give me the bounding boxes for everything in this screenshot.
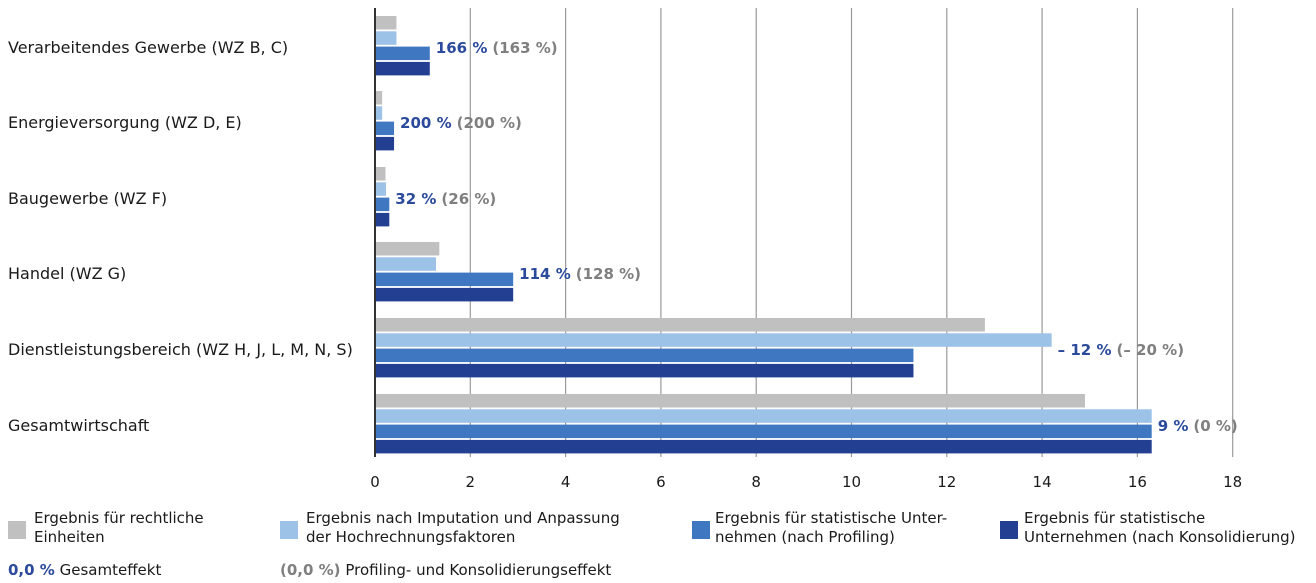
category-label: Dienstleistungsbereich (WZ H, J, L, M, N… — [8, 340, 353, 359]
x-tick-label: 2 — [466, 473, 476, 491]
bar — [375, 439, 1152, 454]
legend-swatch — [692, 521, 710, 539]
bar-annotation: 200 % (200 %) — [400, 114, 522, 132]
bar — [375, 348, 914, 363]
total-effect-label: – 12 % — [1058, 341, 1112, 359]
legend-label-line1: Ergebnis nach Imputation und Anpassung — [306, 509, 620, 527]
profiling-effect-label: (163 %) — [492, 39, 557, 57]
legend-swatch — [280, 521, 298, 539]
bar — [375, 16, 397, 30]
x-tick-label: 8 — [751, 473, 761, 491]
category-label: Verarbeitendes Gewerbe (WZ B, C) — [8, 38, 288, 57]
total-effect-label: 9 % — [1158, 417, 1189, 435]
x-tick-label: 18 — [1223, 473, 1242, 491]
total-effect-label: 200 % — [400, 114, 452, 132]
legend-swatch — [8, 521, 26, 539]
total-effect-label: 114 % — [519, 265, 571, 283]
legend-label-line1: Ergebnis für statistische — [1024, 509, 1206, 527]
profiling-effect-label: (26 %) — [441, 190, 496, 208]
x-tick-label: 12 — [937, 473, 956, 491]
bar — [375, 272, 514, 287]
bar — [375, 363, 914, 378]
category-label: Energieversorgung (WZ D, E) — [8, 113, 242, 132]
x-tick-label: 10 — [842, 473, 861, 491]
bar — [375, 409, 1152, 423]
bar — [375, 182, 386, 196]
x-tick-label: 0 — [370, 473, 380, 491]
bar — [375, 61, 430, 76]
x-tick-label: 6 — [656, 473, 666, 491]
category-label: Gesamtwirtschaft — [8, 416, 149, 435]
bar — [375, 167, 386, 181]
note-profiling-label: Profiling- und Konsolidierungseffekt — [345, 561, 612, 579]
legend-label-line2: Einheiten — [34, 528, 105, 546]
legend-label-line2: nehmen (nach Profiling) — [715, 528, 895, 546]
note-total-value: 0,0 % — [8, 561, 55, 579]
note-profiling-value: (0,0 %) — [280, 561, 341, 579]
bar — [375, 121, 395, 136]
legend-label-line2: der Hochrechnungsfaktoren — [306, 528, 516, 546]
category-label: Baugewerbe (WZ F) — [8, 189, 167, 208]
bar — [375, 106, 383, 120]
bar — [375, 333, 1052, 347]
bar-annotation: 32 % (26 %) — [395, 190, 496, 208]
x-tick-label: 16 — [1128, 473, 1147, 491]
bar — [375, 318, 985, 332]
legend-swatch — [1000, 521, 1018, 539]
note-total-effect: 0,0 % Gesamteffekt — [8, 561, 161, 579]
bar — [375, 257, 436, 271]
total-effect-label: 32 % — [395, 190, 436, 208]
legend-label-line2: Unternehmen (nach Konsolidierung) — [1024, 528, 1296, 546]
profiling-effect-label: (0 %) — [1193, 417, 1237, 435]
bar — [375, 91, 383, 105]
bar — [375, 212, 390, 227]
bar — [375, 197, 390, 212]
x-tick-label: 4 — [561, 473, 571, 491]
bar-annotation: 114 % (128 %) — [519, 265, 641, 283]
bar — [375, 31, 397, 45]
bar — [375, 287, 514, 302]
total-effect-label: 166 % — [436, 39, 488, 57]
bar-annotation: 9 % (0 %) — [1158, 417, 1238, 435]
category-label: Handel (WZ G) — [8, 264, 126, 283]
bar-chart: Verarbeitendes Gewerbe (WZ B, C) Energiev… — [8, 8, 1242, 491]
bar — [375, 242, 440, 256]
bar — [375, 394, 1085, 408]
legend-label-line1: Ergebnis für statistische Unter- — [715, 509, 948, 527]
bar — [375, 424, 1152, 439]
profiling-effect-label: (128 %) — [576, 265, 641, 283]
note-total-label: Gesamteffekt — [59, 561, 162, 579]
profiling-effect-label: (200 %) — [457, 114, 522, 132]
bar — [375, 46, 430, 61]
note-profiling-effect: (0,0 %) Profiling- und Konsolidierungsef… — [280, 561, 611, 579]
bar-annotation: 166 % (163 %) — [436, 39, 558, 57]
bar — [375, 136, 395, 151]
profiling-effect-label: (– 20 %) — [1116, 341, 1184, 359]
x-tick-label: 14 — [1033, 473, 1052, 491]
bar-annotation: – 12 % (– 20 %) — [1058, 341, 1184, 359]
legend-label-line1: Ergebnis für rechtliche — [34, 509, 204, 527]
